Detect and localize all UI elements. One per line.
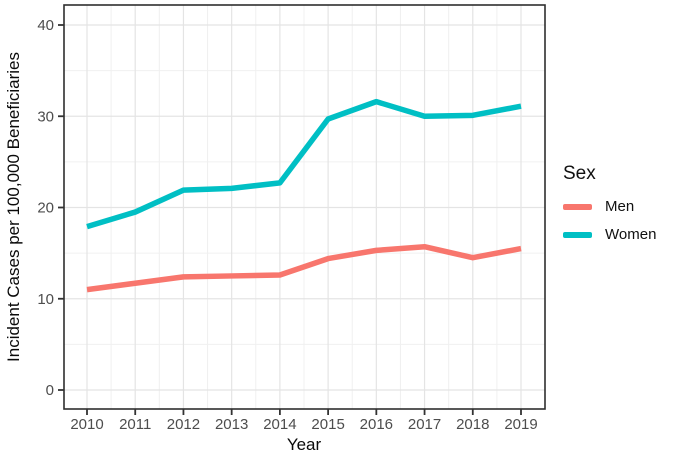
x-tick-label: 2018 — [456, 416, 489, 433]
x-tick-label: 2010 — [70, 416, 103, 433]
x-tick-label: 2015 — [311, 416, 344, 433]
y-tick-labels: 0 10 20 30 40 — [37, 17, 54, 399]
legend: Sex Men Women — [563, 163, 656, 254]
legend-swatch-men — [563, 203, 592, 210]
legend-item-women: Women — [563, 226, 656, 243]
legend-label-women: Women — [605, 226, 657, 243]
x-tick-label: 2013 — [215, 416, 248, 433]
x-tick-label: 2016 — [360, 416, 393, 433]
series-lines — [86, 98, 522, 293]
x-tick-label: 2017 — [408, 416, 441, 433]
y-tick-label: 20 — [37, 200, 54, 217]
x-tick-labels: 2010 2011 2012 2013 2014 2015 2016 2017 2018 2019 — [70, 416, 537, 433]
x-tick-label: 2012 — [167, 416, 200, 433]
x-axis-title: Year — [287, 435, 322, 454]
y-axis-title: Incident Cases per 100,000 Beneficiaries — [4, 52, 23, 362]
y-tick-label: 30 — [37, 108, 54, 125]
series-line-men — [86, 243, 522, 293]
series-line-women — [86, 98, 522, 230]
legend-label-men: Men — [605, 198, 635, 215]
y-tick-label: 0 — [46, 382, 54, 399]
y-tick-label: 10 — [37, 291, 54, 308]
gridlines-major — [64, 5, 545, 409]
x-tick-label: 2014 — [263, 416, 296, 433]
axis-ticks — [58, 24, 522, 415]
y-tick-label: 40 — [37, 17, 54, 34]
legend-title: Sex — [563, 163, 596, 184]
x-tick-label: 2011 — [119, 416, 151, 433]
legend-swatch-women — [563, 231, 592, 238]
x-tick-label: 2019 — [504, 416, 537, 433]
legend-item-men: Men — [563, 198, 656, 215]
legend-items: Men Women — [563, 198, 656, 243]
